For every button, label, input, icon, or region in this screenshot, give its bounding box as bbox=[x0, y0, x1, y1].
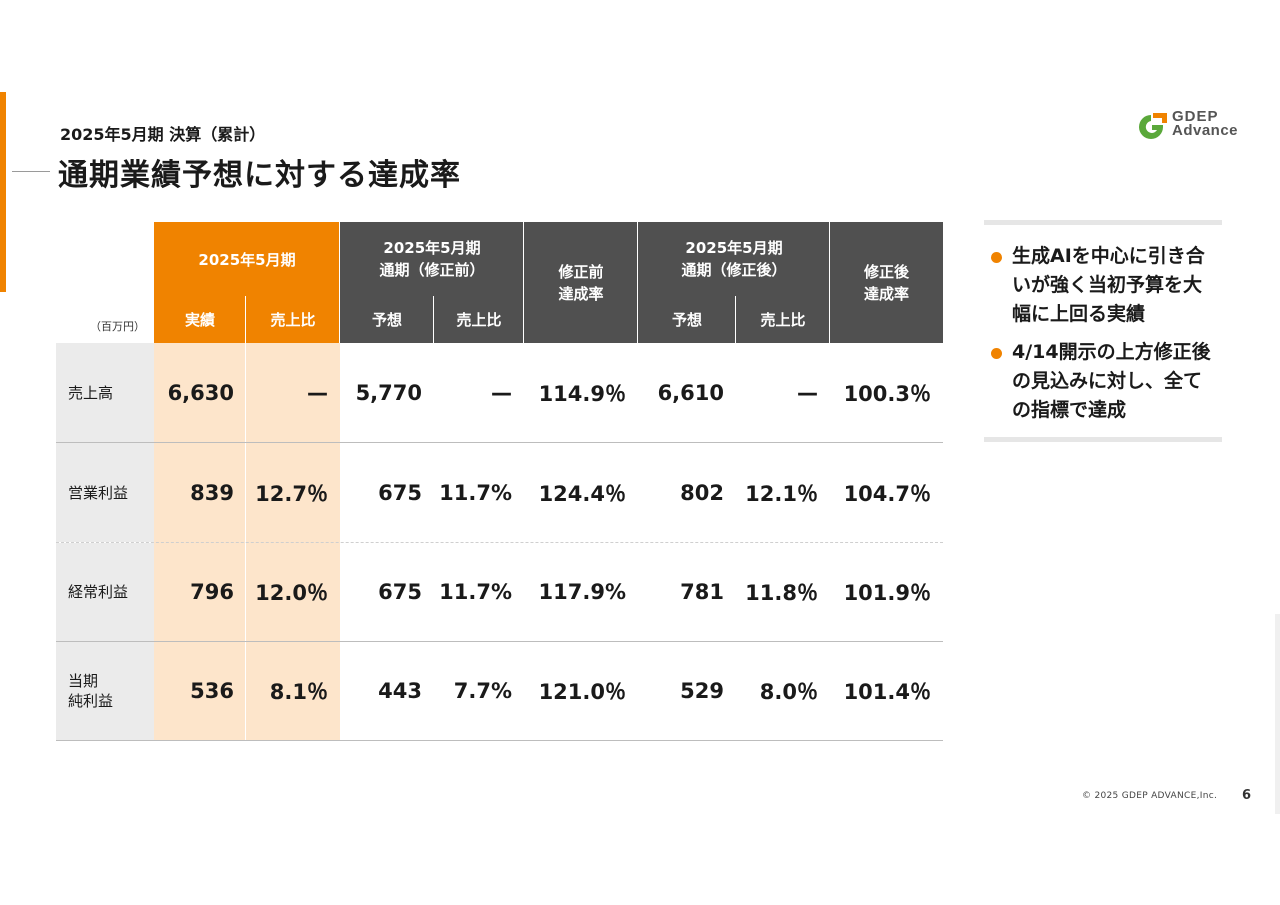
header-rate-before: 修正前 達成率 bbox=[524, 222, 638, 343]
ord-forecast-after-ratio: 11.8％ bbox=[745, 581, 818, 605]
header-actual: 実績 bbox=[154, 296, 246, 343]
row-label-net-profit: 当期 純利益 bbox=[56, 642, 154, 740]
title-rule bbox=[12, 171, 50, 172]
net-forecast-before-ratio: 7.7% bbox=[453, 679, 512, 703]
edge-decoration bbox=[1275, 614, 1280, 814]
logo-line1: GDEP bbox=[1172, 108, 1219, 125]
sales-rate-after: 100.3％ bbox=[843, 381, 931, 406]
achievement-table: 2025年5月期 2025年5月期 通期（修正前） 修正前 達成率 2025年5… bbox=[56, 222, 943, 742]
op-actual-ratio: 12.7％ bbox=[255, 481, 328, 506]
note-text-1: 生成AIを中心に引き合いが強く当初予算を大幅に上回る実績 bbox=[1012, 245, 1205, 325]
header-actual-group: 2025年5月期 bbox=[154, 222, 340, 296]
net-forecast-after-ratio: 8.0％ bbox=[759, 680, 818, 704]
op-rate-after: 104.7％ bbox=[843, 481, 931, 506]
sales-forecast-after-ratio: — bbox=[797, 380, 818, 405]
op-forecast-before-ratio: 11.7% bbox=[439, 480, 512, 505]
header-forecast-before: 予想 bbox=[340, 296, 434, 343]
header-forecast-after-ratio: 売上比 bbox=[736, 296, 830, 343]
accent-bar bbox=[0, 92, 6, 292]
op-actual: 839 bbox=[190, 480, 234, 505]
page-number: 6 bbox=[1242, 788, 1252, 803]
bullet-icon bbox=[991, 348, 1002, 359]
sales-forecast-before-ratio: — bbox=[491, 380, 512, 405]
sales-actual-ratio: — bbox=[307, 380, 328, 405]
row-label-operating-profit: 営業利益 bbox=[56, 443, 154, 542]
row-label-sales: 売上高 bbox=[56, 343, 154, 442]
unit-label: （百万円） bbox=[90, 320, 145, 333]
net-actual: 536 bbox=[190, 679, 234, 703]
highlights-box: 生成AIを中心に引き合いが強く当初予算を大幅に上回る実績 4/14開示の上方修正… bbox=[984, 220, 1222, 444]
header-forecast-before-group: 2025年5月期 通期（修正前） bbox=[340, 222, 524, 296]
ord-actual: 796 bbox=[190, 580, 234, 604]
note-item: 4/14開示の上方修正後の見込みに対し、全ての指標で達成 bbox=[988, 338, 1216, 425]
ord-rate-after: 101.9％ bbox=[843, 581, 931, 605]
op-forecast-after-ratio: 12.1％ bbox=[745, 481, 818, 506]
header-rate-after: 修正後 達成率 bbox=[830, 222, 943, 343]
company-logo: GDEP Advance bbox=[1136, 108, 1260, 144]
op-rate-before: 124.4％ bbox=[538, 481, 626, 506]
row-label-ordinary-profit: 経常利益 bbox=[56, 543, 154, 641]
logo-line2: Advance bbox=[1172, 122, 1239, 139]
ord-rate-before: 117.9% bbox=[538, 580, 626, 604]
ord-forecast-before-ratio: 11.7% bbox=[439, 580, 512, 604]
op-forecast-after: 802 bbox=[680, 480, 724, 505]
slide-title: 通期業績予想に対する達成率 bbox=[58, 158, 461, 193]
slide-subtitle: 2025年5月期 決算（累計） bbox=[60, 125, 266, 144]
net-rate-before: 121.0％ bbox=[538, 680, 626, 704]
copyright: © 2025 GDEP ADVANCE,Inc. bbox=[1082, 791, 1218, 801]
actual-highlight-column bbox=[154, 343, 340, 740]
sales-forecast-after: 6,610 bbox=[657, 380, 724, 405]
sales-actual: 6,630 bbox=[167, 380, 234, 405]
ord-actual-ratio: 12.0％ bbox=[255, 581, 328, 605]
note-text-2: 4/14開示の上方修正後の見込みに対し、全ての指標で達成 bbox=[1012, 341, 1211, 421]
ord-forecast-after: 781 bbox=[680, 580, 724, 604]
sales-forecast-before: 5,770 bbox=[355, 380, 422, 405]
net-forecast-after: 529 bbox=[680, 679, 724, 703]
logo-mark-icon bbox=[1139, 113, 1167, 139]
net-actual-ratio: 8.1％ bbox=[269, 680, 328, 704]
ord-forecast-before: 675 bbox=[378, 580, 422, 604]
bullet-icon bbox=[991, 252, 1002, 263]
header-forecast-before-ratio: 売上比 bbox=[434, 296, 524, 343]
sales-rate-before: 114.9％ bbox=[538, 381, 626, 406]
note-item: 生成AIを中心に引き合いが強く当初予算を大幅に上回る実績 bbox=[988, 242, 1216, 329]
header-forecast-after-group: 2025年5月期 通期（修正後） bbox=[638, 222, 830, 296]
net-rate-after: 101.4％ bbox=[843, 680, 931, 704]
header-forecast-after: 予想 bbox=[638, 296, 736, 343]
op-forecast-before: 675 bbox=[378, 480, 422, 505]
header-actual-ratio: 売上比 bbox=[246, 296, 340, 343]
net-forecast-before: 443 bbox=[378, 679, 422, 703]
